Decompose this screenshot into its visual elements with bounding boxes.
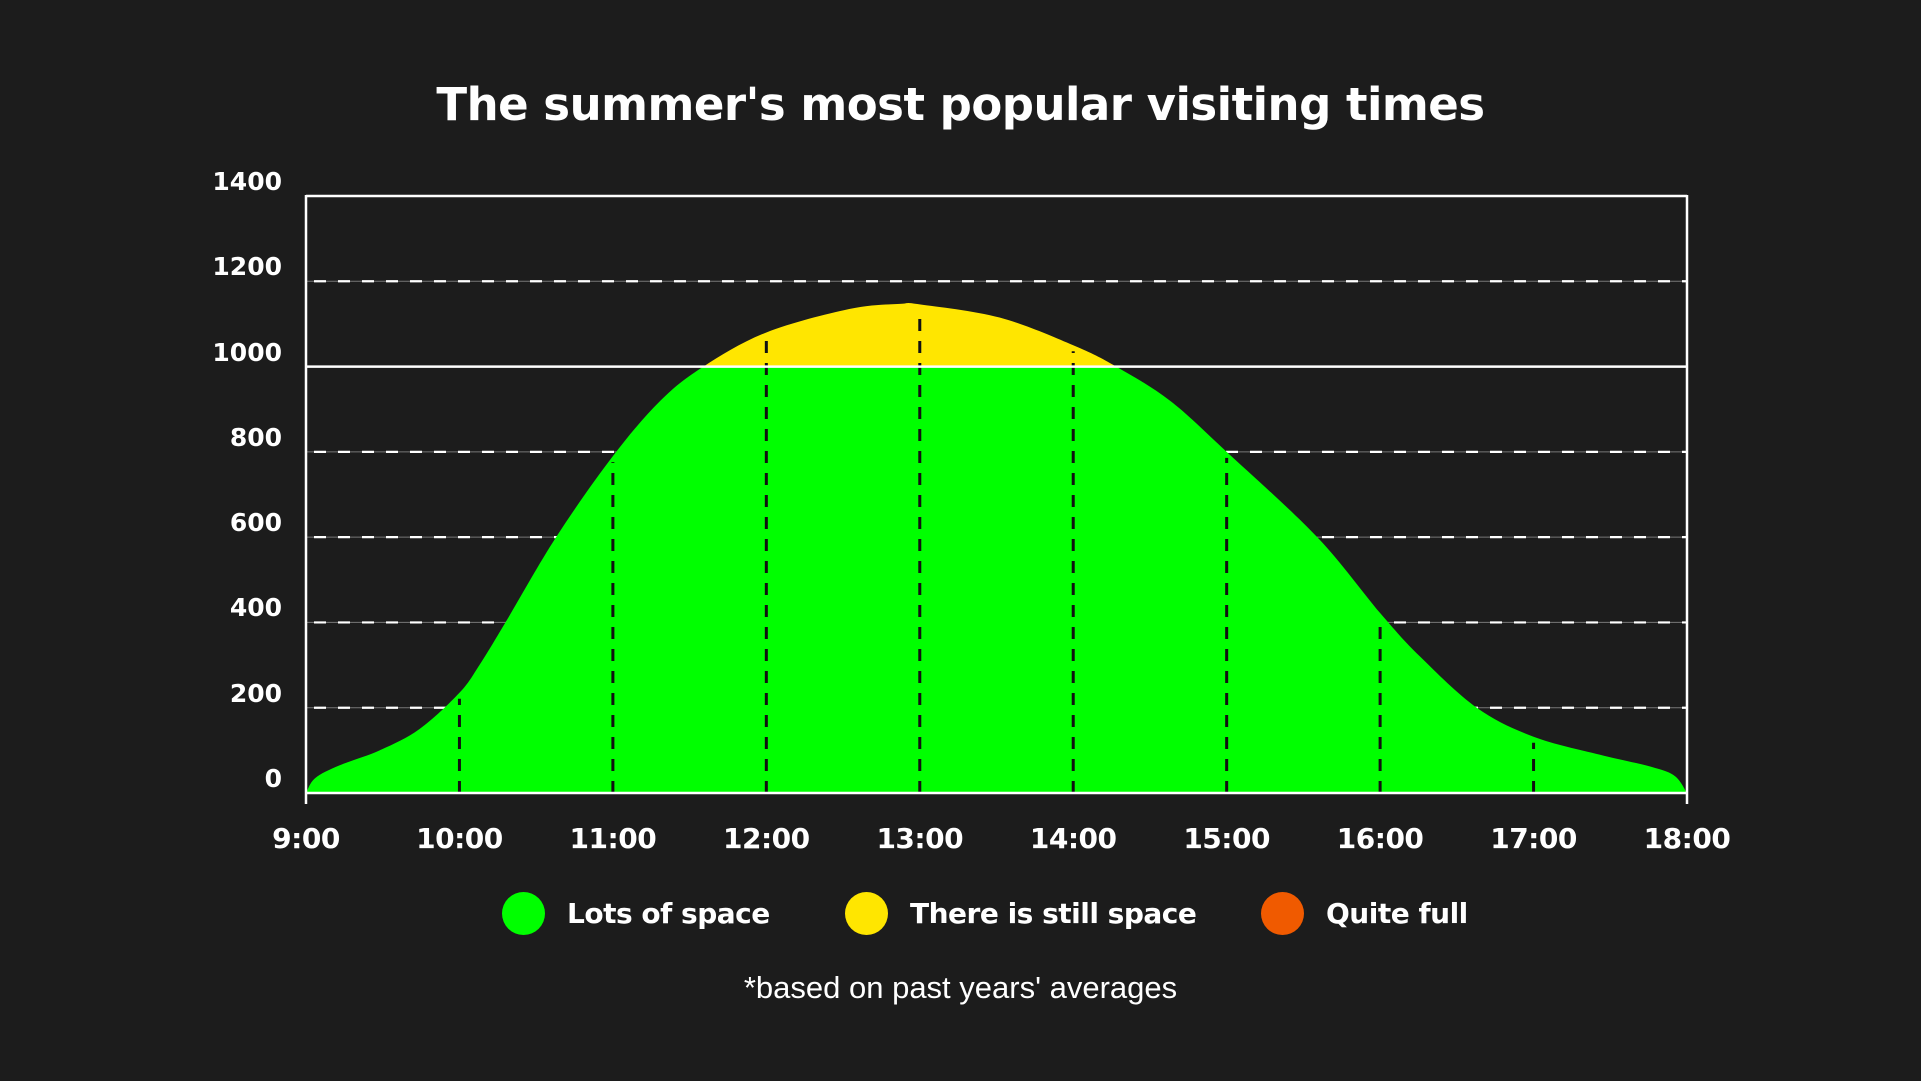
legend-item-quite-full: Quite full [1261,890,1468,936]
x-tick-label: 13:00 [876,822,964,855]
y-tick-label: 1000 [212,337,282,367]
y-tick-label: 0 [264,764,282,793]
y-tick-label: 600 [229,508,282,538]
plot-frame [304,194,1689,804]
x-tick-label: 15:00 [1183,822,1270,855]
legend-label: Lots of space [567,896,770,930]
legend-label: There is still space [910,896,1197,930]
chart-legend: Lots of space There is still space Quite… [0,890,1921,936]
x-tick-label: 14:00 [1029,822,1117,855]
area-still-space [703,302,1117,367]
legend-dot-green-icon [502,891,545,935]
area-lots-of-space [306,366,1687,793]
hour-gridlines [457,310,1536,793]
legend-item-lots-of-space: Lots of space [502,890,770,936]
y-tick-label: 800 [229,422,282,452]
chart-title: The summer's most popular visiting times [436,78,1485,131]
y-tick-label: 400 [229,593,282,623]
legend-label: Quite full [1326,896,1468,930]
x-tick-label: 10:00 [416,822,503,855]
legend-dot-orange-icon [1261,891,1304,935]
legend-item-still-space: There is still space [845,890,1197,936]
legend-dot-yellow-icon [845,891,888,935]
footnote: *based on past years' averages [743,970,1178,1005]
x-tick-label: 16:00 [1336,822,1424,855]
y-tick-label: 1200 [212,252,282,282]
x-tick-label: 17:00 [1490,822,1577,855]
x-tick-label: 12:00 [723,822,810,855]
x-tick-label: 11:00 [569,822,657,855]
x-tick-label: 9:00 [272,822,340,855]
y-tick-label: 200 [229,678,282,708]
x-tick-label: 18:00 [1643,822,1731,855]
y-tick-label: 1400 [212,167,282,196]
